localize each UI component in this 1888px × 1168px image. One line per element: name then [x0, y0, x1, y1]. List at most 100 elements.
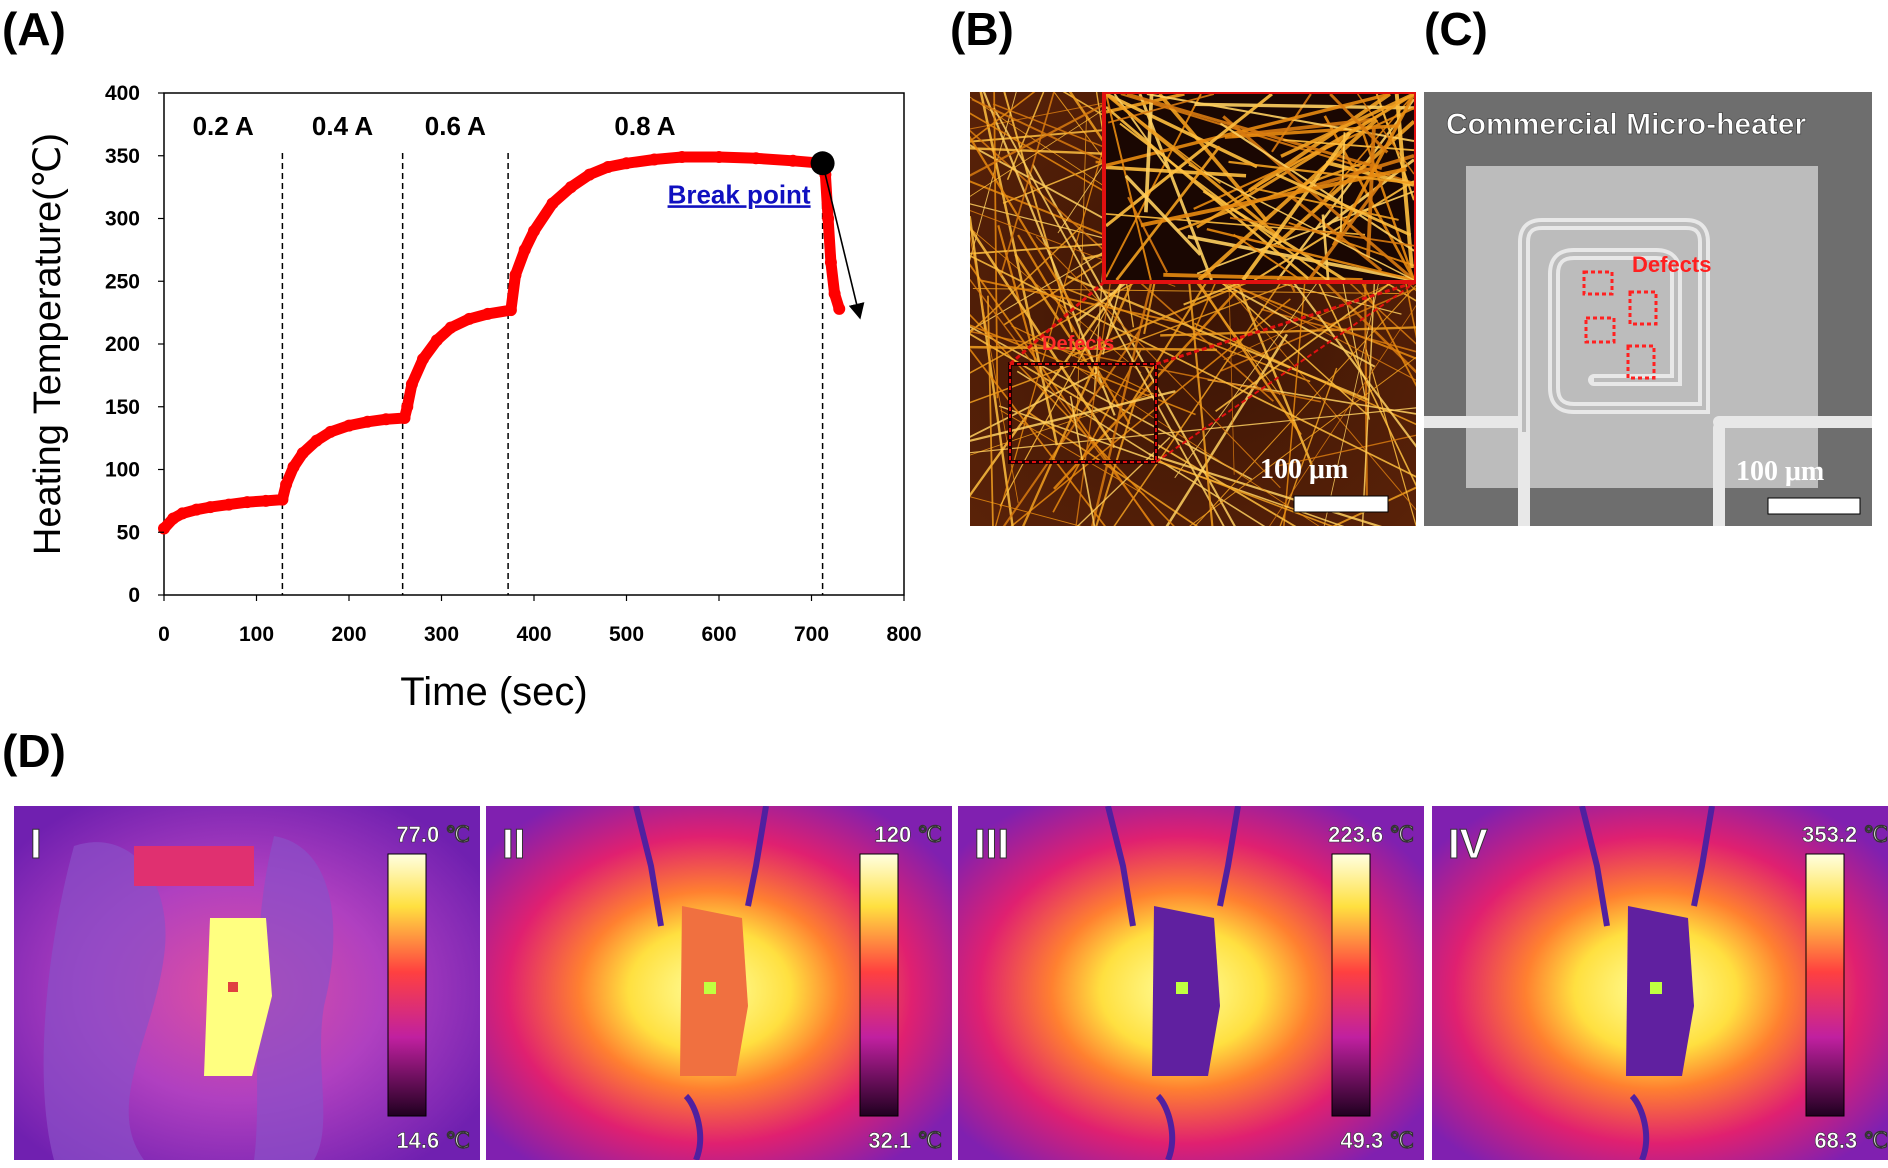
data-series: [158, 151, 846, 535]
data-point: [528, 225, 540, 238]
data-point: [481, 307, 494, 320]
data-point: [287, 460, 300, 473]
data-point: [463, 312, 476, 325]
data-point: [824, 256, 837, 269]
defects-label-c: Defects: [1632, 252, 1711, 277]
data-point: [583, 168, 596, 181]
x-tick-label: 700: [794, 623, 829, 646]
data-point: [343, 419, 355, 432]
x-tick-label: 400: [516, 623, 551, 646]
break-point-label: Break point: [668, 179, 811, 209]
defect-markers: [1582, 270, 1658, 380]
thermal-max-temp: 353.2 ℃: [1802, 822, 1888, 847]
y-tick-label: 250: [105, 270, 140, 293]
thermal-max-temp: 120 ℃: [874, 822, 942, 847]
y-tick-label: 50: [117, 521, 140, 544]
data-point: [504, 304, 517, 317]
data-point: [222, 498, 235, 511]
thermal-roman-label: III: [974, 820, 1009, 867]
panel-label-d: (D): [2, 725, 66, 777]
x-tick-label: 0: [158, 623, 170, 646]
panel-label-b: (B): [950, 3, 1014, 55]
data-point: [310, 434, 323, 447]
plot-area: [163, 92, 905, 596]
heater-coil-inner: [1522, 222, 1706, 432]
data-point: [405, 378, 418, 391]
data-point: [380, 413, 392, 426]
thermal-max-temp: 77.0 ℃: [396, 822, 470, 847]
nanofiber-micrograph: Defects 100 μm: [970, 92, 1416, 526]
x-tick-label: 200: [331, 623, 366, 646]
data-point: [241, 496, 254, 509]
thermal-min-temp: 14.6 ℃: [396, 1128, 470, 1153]
data-point: [648, 153, 661, 166]
axes: 0 100 200 300 400 500 600 700 800 0 50 100 150 200 250…: [27, 82, 922, 714]
x-tick-label: 300: [424, 623, 459, 646]
x-tick-label: 500: [609, 623, 644, 646]
segment-label: 0.4 A: [312, 111, 373, 141]
scale-bar-b: [1293, 495, 1389, 513]
thermal-min-temp: 68.3 ℃: [1814, 1128, 1888, 1153]
thermal-roman-label: IV: [1448, 820, 1488, 867]
y-tick-label: 400: [105, 82, 140, 105]
data-point: [750, 152, 762, 165]
scale-bar-c: [1767, 497, 1861, 515]
data-point: [296, 447, 309, 460]
data-point: [713, 151, 725, 164]
data-point: [509, 268, 522, 281]
data-point: [158, 522, 170, 535]
segment-label: 0.6 A: [425, 111, 486, 141]
x-axis-label: Time (sec): [400, 670, 587, 714]
break-arrow: [821, 163, 865, 320]
y-tick-label: 300: [105, 208, 140, 231]
thermal-roman-label: I: [30, 820, 42, 867]
thermal-image-i: I 77.0 ℃ 14.6 ℃: [14, 806, 480, 1160]
data-point: [833, 302, 846, 315]
data-point: [518, 243, 531, 256]
x-tick-label: 800: [886, 623, 921, 646]
data-point: [787, 154, 799, 167]
scale-label-b: 100 μm: [1260, 454, 1348, 485]
data-point: [361, 415, 374, 428]
color-scale-bar: [859, 853, 899, 1117]
data-point: [401, 400, 414, 413]
panel-label-c: (C): [1424, 3, 1488, 55]
data-point: [398, 412, 411, 425]
micro-heater-micrograph: Commercial Micro-heater Defects 100 μm: [1424, 92, 1872, 526]
defects-label-b: Defects: [1042, 333, 1114, 355]
data-point: [676, 151, 688, 164]
data-point: [444, 321, 457, 334]
y-tick-label: 150: [105, 396, 140, 419]
data-point: [280, 478, 293, 491]
thermal-max-temp: 223.6 ℃: [1328, 822, 1414, 847]
data-point: [324, 425, 337, 438]
x-tick-label: 100: [239, 623, 274, 646]
data-point: [828, 287, 841, 300]
thermal-min-temp: 32.1 ℃: [868, 1128, 942, 1153]
data-point: [190, 503, 203, 516]
thermal-image-iv: IV 353.2 ℃ 68.3 ℃: [1432, 806, 1888, 1160]
y-axis-label: Heating Temperature(℃): [27, 133, 69, 555]
data-point: [417, 353, 429, 366]
data-point: [620, 157, 633, 170]
y-tick-label: 100: [105, 459, 140, 482]
color-scale-bar: [387, 853, 427, 1117]
color-scale-bar: [1331, 853, 1371, 1117]
data-point: [204, 501, 217, 514]
x-tick-label: 600: [701, 623, 736, 646]
segment-labels: 0.2 A 0.4 A 0.6 A 0.8 A: [193, 111, 676, 141]
data-point: [176, 507, 189, 520]
data-point: [276, 493, 289, 506]
thermal-image-ii: II 120 ℃ 32.1 ℃: [486, 806, 952, 1160]
annotations: Break point: [668, 151, 865, 320]
segment-dividers: [281, 153, 824, 595]
y-tick-label: 350: [105, 145, 140, 168]
break-point-marker: [810, 151, 835, 176]
segment-label: 0.8 A: [614, 111, 675, 141]
data-point: [602, 161, 614, 174]
data-point: [259, 494, 272, 507]
data-point: [565, 181, 577, 194]
data-point: [822, 212, 835, 225]
thermal-image-iii: III 223.6 ℃ 49.3 ℃: [958, 806, 1424, 1160]
y-tick-label: 0: [128, 584, 140, 607]
